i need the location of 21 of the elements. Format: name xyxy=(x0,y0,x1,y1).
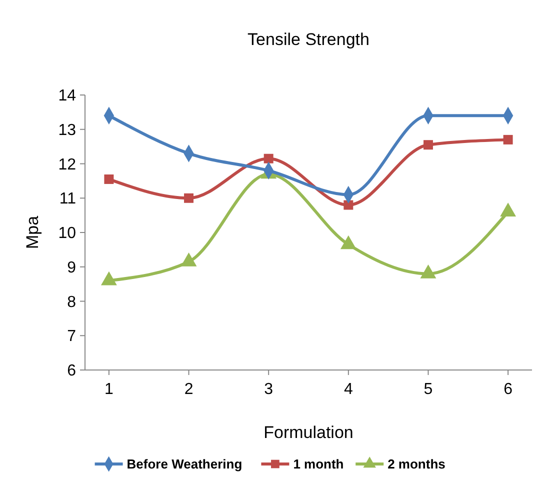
y-tick-label: 8 xyxy=(67,294,76,311)
x-tick-label: 1 xyxy=(104,381,114,398)
y-tick-label: 9 xyxy=(67,259,76,276)
x-tick-label: 6 xyxy=(504,381,513,398)
x-tick-label: 4 xyxy=(344,381,353,398)
x-tick-label: 2 xyxy=(184,381,194,398)
legend-label: 2 months xyxy=(388,456,446,472)
x-tick-label: 3 xyxy=(264,381,274,398)
y-tick-label: 10 xyxy=(58,225,76,242)
y-tick-label: 14 xyxy=(58,88,76,105)
y-tick-label: 12 xyxy=(58,156,76,174)
chart-title: Tensile Strength xyxy=(248,30,370,49)
x-axis-title: Formulation xyxy=(264,423,354,442)
legend-label: 1 month xyxy=(293,456,344,472)
y-tick-label: 7 xyxy=(67,328,76,346)
y-tick-label: 6 xyxy=(67,362,76,380)
y-tick-label: 13 xyxy=(58,122,76,139)
y-tick-label: 11 xyxy=(59,190,76,208)
legend-label: Before Weathering xyxy=(126,456,242,472)
y-axis-title: Mpa xyxy=(23,215,42,250)
x-tick-label: 5 xyxy=(424,381,433,398)
